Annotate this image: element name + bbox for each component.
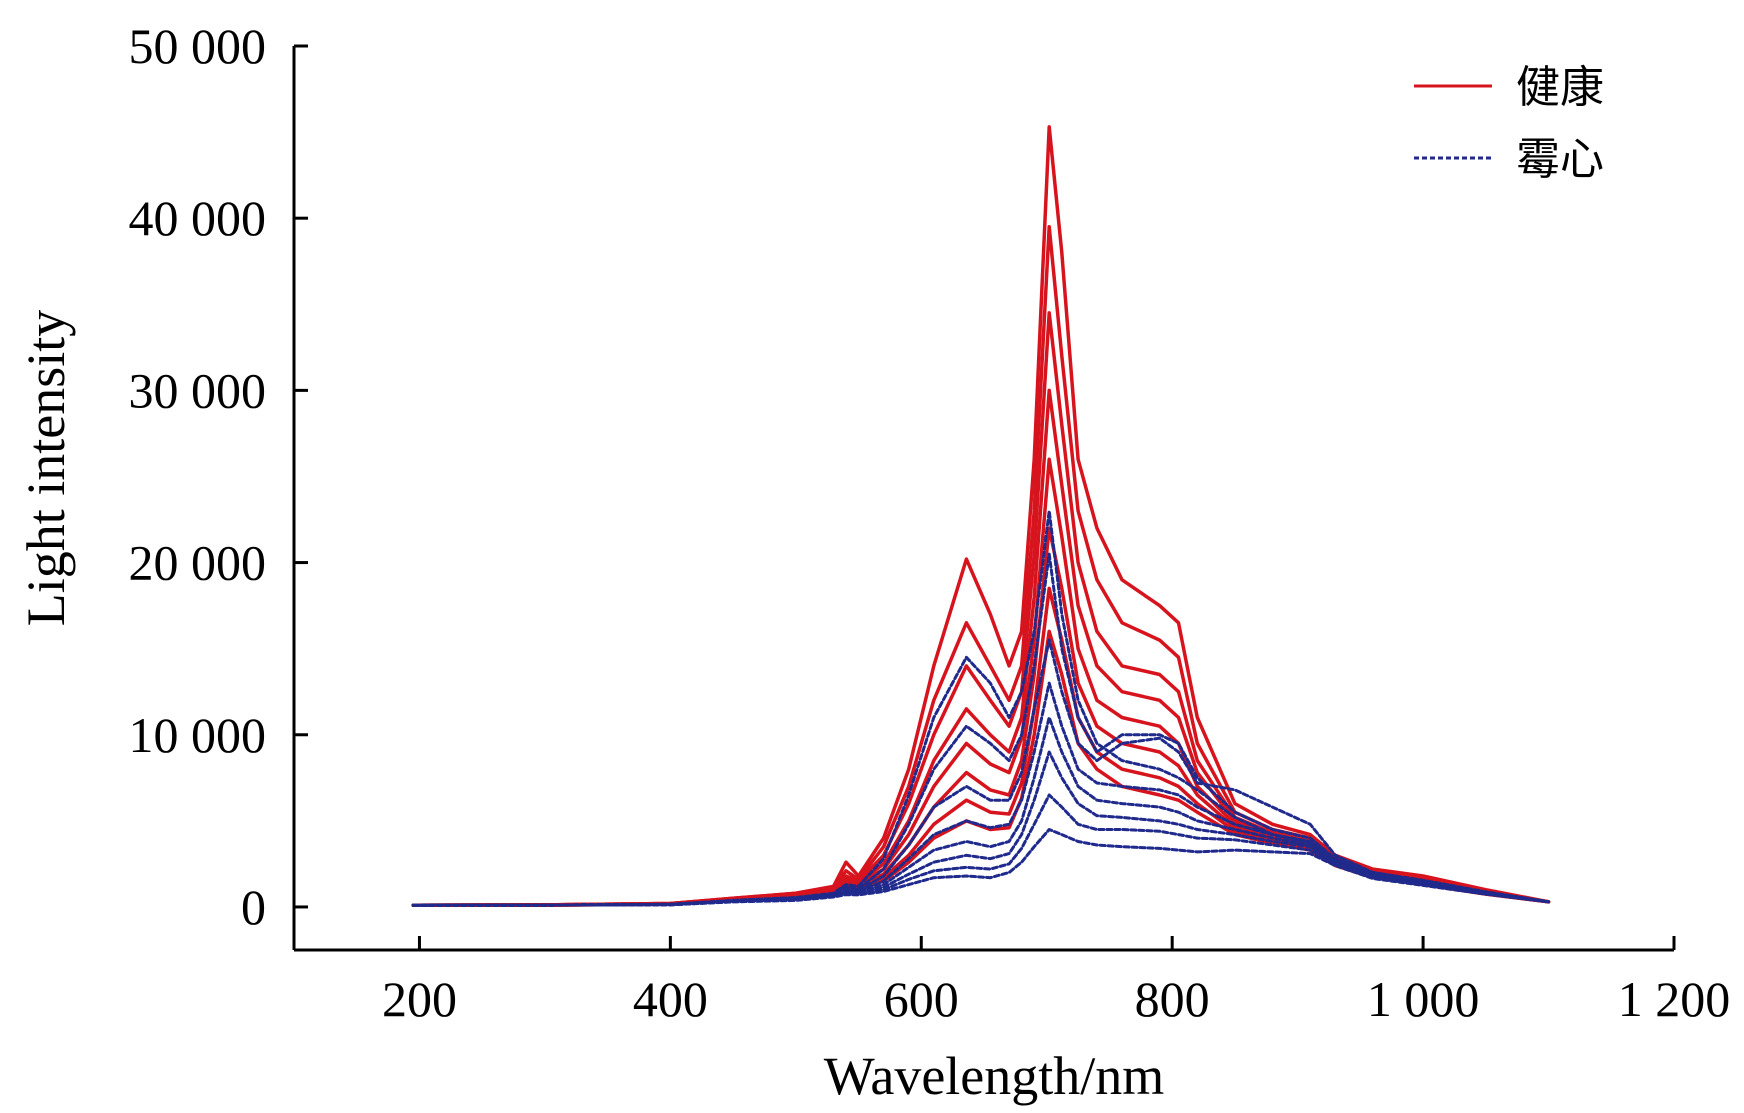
series-line	[411, 552, 1550, 907]
legend-label: 霉心	[1516, 134, 1604, 185]
series-group-moldy-core	[411, 509, 1550, 907]
series-line	[411, 457, 1551, 907]
y-tick-label: 40 000	[129, 190, 267, 246]
series-line	[411, 225, 1551, 907]
y-tick-label: 20 000	[129, 535, 267, 591]
series-layer	[411, 125, 1551, 907]
legend-label: 健康	[1516, 62, 1604, 113]
series-line	[411, 828, 1550, 907]
y-tick-label: 50 000	[129, 18, 267, 74]
series-line	[411, 125, 1551, 907]
y-axis-ticks: 0 10 000 20 000 30 000 40 000 50 000	[129, 18, 308, 935]
y-axis-title: Light intensity	[16, 310, 76, 627]
x-tick-label: 200	[382, 971, 457, 1027]
x-tick-label: 1 200	[1618, 971, 1731, 1027]
legend-item: 健康	[1414, 62, 1604, 113]
series-line	[411, 750, 1550, 907]
series-line	[411, 526, 1551, 907]
y-tick-label: 30 000	[129, 362, 267, 418]
x-tick-label: 800	[1135, 971, 1210, 1027]
x-tick-label: 1 000	[1367, 971, 1480, 1027]
x-tick-label: 600	[884, 971, 959, 1027]
legend-item: 霉心	[1414, 134, 1604, 185]
series-group-healthy	[411, 125, 1551, 907]
series-line	[411, 311, 1551, 907]
series-line	[411, 793, 1550, 907]
x-axis-ticks: 200 400 600 800 1 000 1 200	[382, 936, 1730, 1027]
x-tick-label: 400	[633, 971, 708, 1027]
x-axis-title: Wavelength/nm	[824, 1046, 1165, 1106]
series-line	[411, 638, 1550, 907]
y-tick-label: 0	[241, 879, 266, 935]
series-line	[411, 509, 1550, 907]
axes	[292, 46, 1674, 952]
y-tick-label: 10 000	[129, 707, 267, 763]
